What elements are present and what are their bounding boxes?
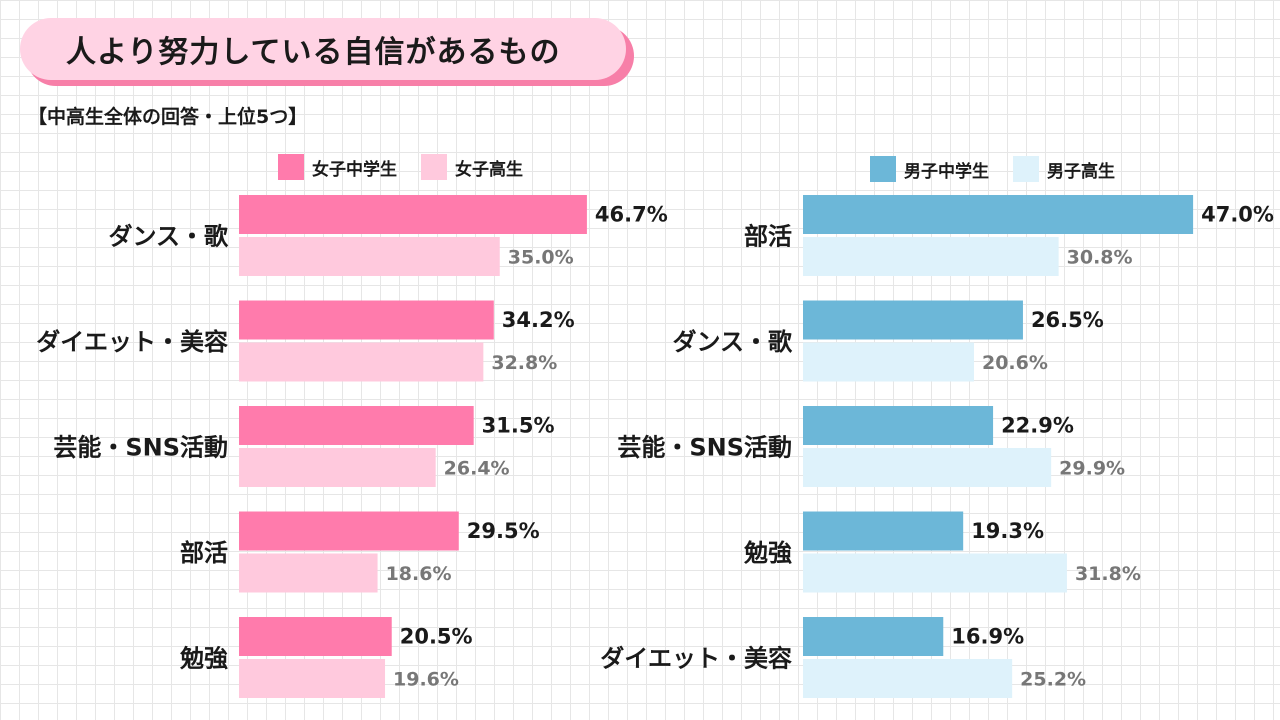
value-label-boys-hs-4: 31.8% <box>1075 563 1141 585</box>
bar-boys-jhs-2 <box>803 300 1023 340</box>
legend-swatch-boys-hs <box>1013 156 1039 182</box>
bar-boys-hs-3 <box>803 448 1052 487</box>
category-label-girls-1: ダンス・歌 <box>108 223 229 251</box>
value-label-girls-hs-1: 35.0% <box>508 247 574 269</box>
value-label-girls-hs-5: 19.6% <box>393 669 459 691</box>
bar-girls-hs-1 <box>239 237 500 276</box>
value-label-boys-hs-1: 30.8% <box>1067 247 1133 269</box>
category-label-girls-4: 部活 <box>180 539 228 567</box>
value-label-girls-jhs-5: 20.5% <box>400 625 473 649</box>
legend-boys: 男子中学生 男子高生 <box>870 156 1139 182</box>
bar-girls-jhs-4 <box>239 511 459 551</box>
value-label-boys-hs-3: 29.9% <box>1059 458 1125 480</box>
value-label-boys-hs-5: 25.2% <box>1020 669 1086 691</box>
category-label-boys-3: 芸能・SNS活動 <box>617 434 792 462</box>
category-label-girls-5: 勉強 <box>179 645 228 673</box>
bar-girls-hs-3 <box>239 448 436 487</box>
value-label-boys-jhs-4: 19.3% <box>971 519 1044 543</box>
value-label-boys-jhs-5: 16.9% <box>951 625 1024 649</box>
legend-girls: 女子中学生 女子高生 <box>278 154 547 180</box>
bar-girls-hs-5 <box>239 659 386 698</box>
bar-boys-hs-1 <box>803 237 1059 276</box>
bar-boys-jhs-1 <box>803 195 1194 234</box>
bar-girls-jhs-2 <box>239 300 494 340</box>
category-label-girls-2: ダイエット・美容 <box>36 328 228 356</box>
value-label-boys-jhs-1: 47.0% <box>1201 203 1274 227</box>
value-label-girls-hs-2: 32.8% <box>491 352 557 374</box>
value-label-girls-jhs-3: 31.5% <box>482 414 555 438</box>
bar-boys-hs-4 <box>803 553 1067 593</box>
value-label-girls-jhs-1: 46.7% <box>595 203 668 227</box>
bar-girls-jhs-3 <box>239 406 474 445</box>
legend-item-girls-jhs: 女子中学生 <box>278 154 397 180</box>
title-banner: 人より努力している自信があるもの <box>20 18 636 88</box>
bar-girls-jhs-1 <box>239 195 587 234</box>
legend-label-boys-jhs: 男子中学生 <box>904 161 989 182</box>
value-label-girls-hs-3: 26.4% <box>444 458 510 480</box>
value-label-boys-jhs-3: 22.9% <box>1001 414 1074 438</box>
value-label-boys-hs-2: 20.6% <box>982 352 1048 374</box>
bar-girls-jhs-5 <box>239 617 392 656</box>
legend-swatch-boys-jhs <box>870 156 896 182</box>
bar-boys-hs-5 <box>803 659 1013 698</box>
legend-label-girls-hs: 女子高生 <box>455 159 523 180</box>
legend-item-girls-hs: 女子高生 <box>421 154 523 180</box>
bar-boys-jhs-4 <box>803 511 964 551</box>
legend-label-girls-jhs: 女子中学生 <box>312 159 397 180</box>
category-label-boys-1: 部活 <box>744 223 792 251</box>
category-label-girls-3: 芸能・SNS活動 <box>53 434 228 462</box>
legend-swatch-girls-hs <box>421 154 447 180</box>
legend-item-boys-jhs: 男子中学生 <box>870 156 989 182</box>
value-label-girls-jhs-2: 34.2% <box>502 308 575 332</box>
bar-boys-hs-2 <box>803 342 974 382</box>
bar-girls-hs-2 <box>239 342 484 382</box>
legend-label-boys-hs: 男子高生 <box>1047 161 1115 182</box>
legend-item-boys-hs: 男子高生 <box>1013 156 1115 182</box>
category-label-boys-4: 勉強 <box>743 539 792 567</box>
value-label-boys-jhs-2: 26.5% <box>1031 308 1104 332</box>
bar-girls-hs-4 <box>239 553 378 593</box>
category-label-boys-5: ダイエット・美容 <box>600 645 792 673</box>
bar-boys-jhs-3 <box>803 406 994 445</box>
subtitle: 【中高生全体の回答・上位5つ】 <box>28 106 308 128</box>
bar-boys-jhs-5 <box>803 617 944 656</box>
category-label-boys-2: ダンス・歌 <box>672 328 793 356</box>
value-label-girls-hs-4: 18.6% <box>386 563 452 585</box>
legend-swatch-girls-jhs <box>278 154 304 180</box>
page-title: 人より努力している自信があるもの <box>20 18 626 80</box>
value-label-girls-jhs-4: 29.5% <box>467 519 540 543</box>
